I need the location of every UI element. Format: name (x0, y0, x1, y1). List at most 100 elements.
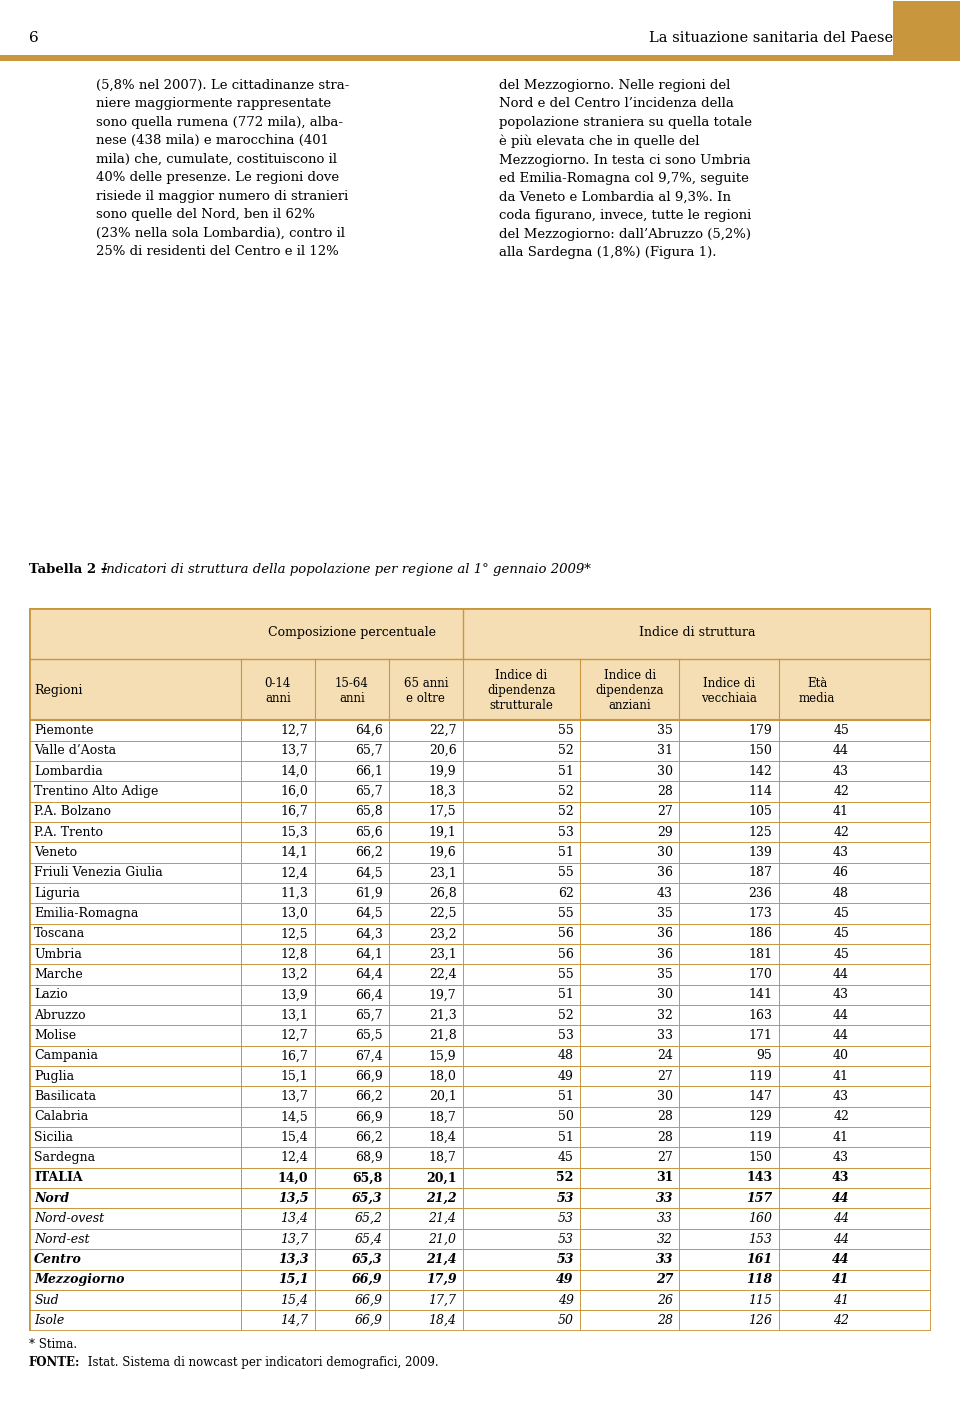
Text: 52: 52 (558, 1008, 574, 1022)
Text: 55: 55 (558, 866, 574, 880)
Text: 65 anni
e oltre: 65 anni e oltre (403, 677, 448, 704)
Text: 16,7: 16,7 (280, 805, 308, 818)
Text: 22,4: 22,4 (429, 969, 457, 981)
Text: 45: 45 (558, 1152, 574, 1164)
Text: Piemonte: Piemonte (35, 724, 94, 736)
Text: 14,0: 14,0 (280, 765, 308, 777)
Text: 41: 41 (833, 1294, 849, 1307)
Text: del Mezzogiorno. Nelle regioni del
Nord e del Centro l’incidenza della
popolazio: del Mezzogiorno. Nelle regioni del Nord … (499, 79, 753, 259)
Text: 44: 44 (833, 1232, 849, 1246)
Text: Indicatori di struttura della popolazione per regione al 1° gennaio 2009*: Indicatori di struttura della popolazion… (101, 563, 590, 576)
Text: 173: 173 (749, 907, 773, 919)
Text: Liguria: Liguria (35, 887, 80, 900)
Text: 65,7: 65,7 (355, 1008, 382, 1022)
Text: 18,0: 18,0 (429, 1070, 457, 1083)
Text: Nord: Nord (35, 1191, 69, 1205)
Text: Friuli Venezia Giulia: Friuli Venezia Giulia (35, 866, 163, 880)
Text: 13,5: 13,5 (277, 1191, 308, 1205)
Text: Campania: Campania (35, 1049, 98, 1063)
Text: 43: 43 (657, 887, 673, 900)
Text: 13,2: 13,2 (280, 969, 308, 981)
Text: 36: 36 (657, 928, 673, 941)
Text: 26,8: 26,8 (429, 887, 457, 900)
Text: 53: 53 (558, 1029, 574, 1042)
Text: 13,3: 13,3 (277, 1253, 308, 1266)
Text: La situazione sanitaria del Paese: La situazione sanitaria del Paese (649, 31, 893, 45)
Text: 141: 141 (749, 988, 773, 1001)
Text: 12,4: 12,4 (280, 866, 308, 880)
Text: 65,4: 65,4 (354, 1232, 382, 1246)
Text: 30: 30 (657, 846, 673, 859)
Text: 147: 147 (749, 1090, 773, 1102)
Text: 64,1: 64,1 (354, 948, 382, 960)
Text: 27: 27 (658, 1070, 673, 1083)
Text: 42: 42 (833, 825, 849, 839)
Text: 45: 45 (833, 724, 849, 736)
Text: 150: 150 (749, 745, 773, 758)
Text: 64,6: 64,6 (354, 724, 382, 736)
Text: 30: 30 (657, 988, 673, 1001)
Text: 49: 49 (557, 1273, 574, 1286)
Text: Emilia-Romagna: Emilia-Romagna (35, 907, 138, 919)
Text: 68,9: 68,9 (355, 1152, 382, 1164)
Text: 22,5: 22,5 (429, 907, 457, 919)
Text: 65,3: 65,3 (352, 1191, 382, 1205)
Text: Toscana: Toscana (35, 928, 85, 941)
Text: 171: 171 (749, 1029, 773, 1042)
Text: Centro: Centro (35, 1253, 83, 1266)
Text: 27: 27 (658, 805, 673, 818)
Text: 95: 95 (756, 1049, 773, 1063)
Text: 23,2: 23,2 (429, 928, 457, 941)
Bar (29, 608, 931, 721)
Text: 66,9: 66,9 (352, 1273, 382, 1286)
Text: 19,6: 19,6 (429, 846, 457, 859)
Text: 33: 33 (656, 1253, 673, 1266)
Text: 142: 142 (749, 765, 773, 777)
Text: 126: 126 (749, 1314, 773, 1326)
Text: 114: 114 (749, 784, 773, 798)
Text: 12,4: 12,4 (280, 1152, 308, 1164)
Text: 14,0: 14,0 (277, 1171, 308, 1184)
Text: 27: 27 (658, 1152, 673, 1164)
Text: 44: 44 (833, 969, 849, 981)
Text: 24: 24 (658, 1049, 673, 1063)
Text: 21,4: 21,4 (428, 1212, 457, 1225)
Text: 23,1: 23,1 (429, 948, 457, 960)
Text: 29: 29 (658, 825, 673, 839)
Text: 48: 48 (558, 1049, 574, 1063)
Text: 62: 62 (558, 887, 574, 900)
Text: Valle d’Aosta: Valle d’Aosta (35, 745, 116, 758)
Text: 45: 45 (833, 907, 849, 919)
Text: 53: 53 (557, 1253, 574, 1266)
Text: 13,7: 13,7 (280, 1090, 308, 1102)
Text: Sud: Sud (35, 1294, 59, 1307)
Text: 52: 52 (558, 745, 574, 758)
Text: 15,4: 15,4 (280, 1294, 308, 1307)
Text: 46: 46 (833, 866, 849, 880)
Text: 49: 49 (558, 1070, 574, 1083)
Text: 16,0: 16,0 (280, 784, 308, 798)
Text: Età
media: Età media (799, 677, 835, 704)
Text: Indice di
dipendenza
strutturale: Indice di dipendenza strutturale (488, 669, 556, 712)
Text: 40: 40 (833, 1049, 849, 1063)
Text: 32: 32 (658, 1008, 673, 1022)
Text: 33: 33 (657, 1029, 673, 1042)
Text: 21,3: 21,3 (429, 1008, 457, 1022)
Text: 150: 150 (749, 1152, 773, 1164)
Text: 41: 41 (833, 1131, 849, 1143)
Text: 43: 43 (833, 988, 849, 1001)
Text: Trentino Alto Adige: Trentino Alto Adige (35, 784, 158, 798)
Text: 22,7: 22,7 (429, 724, 457, 736)
Text: 105: 105 (749, 805, 773, 818)
Text: 13,7: 13,7 (280, 745, 308, 758)
Text: 42: 42 (833, 784, 849, 798)
Text: 55: 55 (558, 724, 574, 736)
Text: 170: 170 (749, 969, 773, 981)
Text: 13,0: 13,0 (280, 907, 308, 919)
Text: 11,3: 11,3 (280, 887, 308, 900)
Text: 13,4: 13,4 (280, 1212, 308, 1225)
Text: 56: 56 (558, 948, 574, 960)
Text: 44: 44 (831, 1191, 849, 1205)
Text: 153: 153 (749, 1232, 773, 1246)
Text: 21,4: 21,4 (426, 1253, 457, 1266)
